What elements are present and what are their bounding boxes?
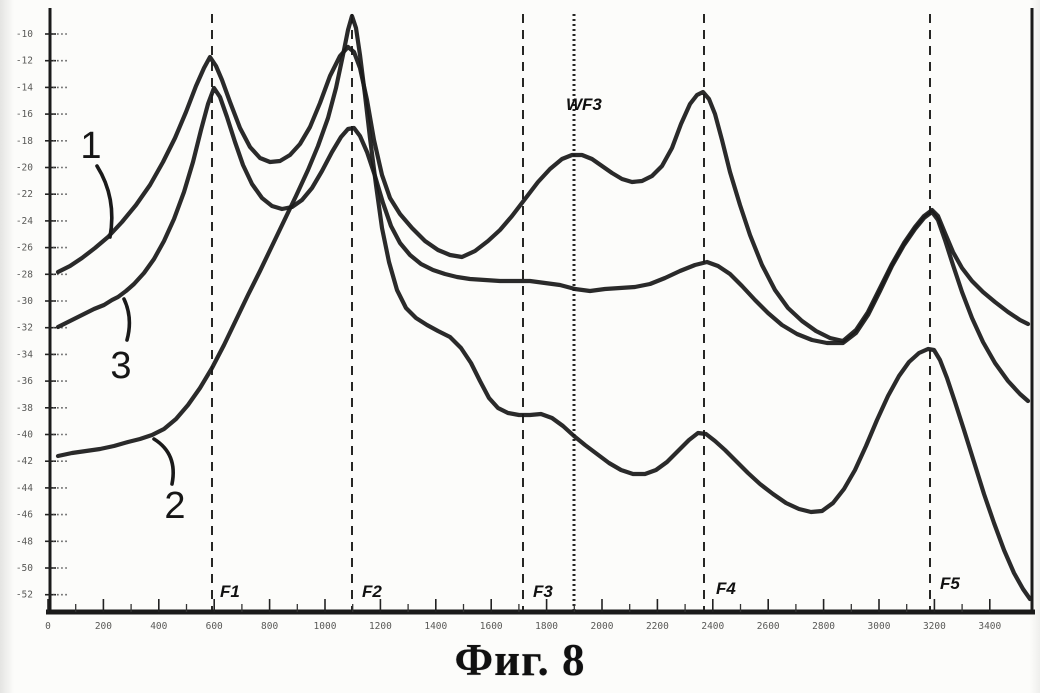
x-tick-label: 1800 (535, 621, 558, 632)
x-tick-label: 1000 (314, 621, 337, 632)
formant-label-wf3: WF3 (566, 95, 602, 114)
y-tick-label: -50 (16, 563, 33, 574)
y-tick-label: -30 (16, 296, 33, 307)
x-tick-label: 400 (150, 621, 167, 632)
y-tick-label: -10 (16, 29, 33, 40)
x-tick-label: 600 (206, 621, 223, 632)
formant-label-f1: F1 (220, 582, 240, 601)
figure-caption: Фиг. 8 (454, 635, 586, 685)
x-tick-label: 2000 (591, 621, 614, 632)
curve-3-leader (122, 297, 132, 342)
x-tick-label: 1400 (424, 621, 447, 632)
y-tick-label: -12 (16, 56, 33, 67)
x-tick-label: 3000 (868, 621, 891, 632)
y-tick-label: -28 (16, 269, 33, 280)
y-tick-label: -40 (16, 430, 33, 441)
formant-label-f5: F5 (940, 574, 960, 593)
formant-label-f3: F3 (533, 582, 553, 601)
formant-label-f4: F4 (716, 579, 736, 598)
y-tick-label: -52 (16, 590, 33, 601)
y-tick-label: -48 (16, 536, 33, 547)
x-tick-label: 800 (261, 621, 278, 632)
x-tick-label: 2200 (646, 621, 669, 632)
curve-1-leader (95, 164, 114, 239)
y-tick-label: -38 (16, 403, 33, 414)
y-tick-label: -26 (16, 243, 33, 254)
x-tick-label: 3400 (978, 621, 1001, 632)
curve-2 (55, 13, 1033, 602)
y-tick-label: -36 (16, 376, 33, 387)
y-tick-label: -34 (16, 349, 33, 360)
x-tick-label: 2800 (812, 621, 835, 632)
x-tick-label: 200 (95, 621, 112, 632)
y-tick-label: -14 (16, 82, 33, 93)
curve-2-leader (152, 437, 175, 486)
y-tick-label: -32 (16, 323, 33, 334)
x-tick-label: 1600 (480, 621, 503, 632)
y-tick-label: -22 (16, 189, 33, 200)
x-tick-label: 2400 (701, 621, 724, 632)
y-tick-label: -44 (16, 483, 33, 494)
x-tick-label: 0 (45, 621, 51, 632)
curve-1-label: 1 (80, 125, 101, 167)
curve-1 (55, 44, 1031, 344)
formant-label-f2: F2 (362, 582, 382, 601)
curve-3 (55, 85, 1031, 404)
y-tick-label: -46 (16, 510, 33, 521)
x-tick-label: 1200 (369, 621, 392, 632)
curve-2-label: 2 (164, 485, 185, 527)
y-tick-label: -20 (16, 163, 33, 174)
x-tick-label: 3200 (923, 621, 946, 632)
y-tick-label: -42 (16, 456, 33, 467)
y-tick-label: -24 (16, 216, 33, 227)
y-tick-label: -18 (16, 136, 33, 147)
curve-3-label: 3 (110, 345, 131, 387)
x-tick-label: 2600 (757, 621, 780, 632)
y-tick-label: -16 (16, 109, 33, 120)
